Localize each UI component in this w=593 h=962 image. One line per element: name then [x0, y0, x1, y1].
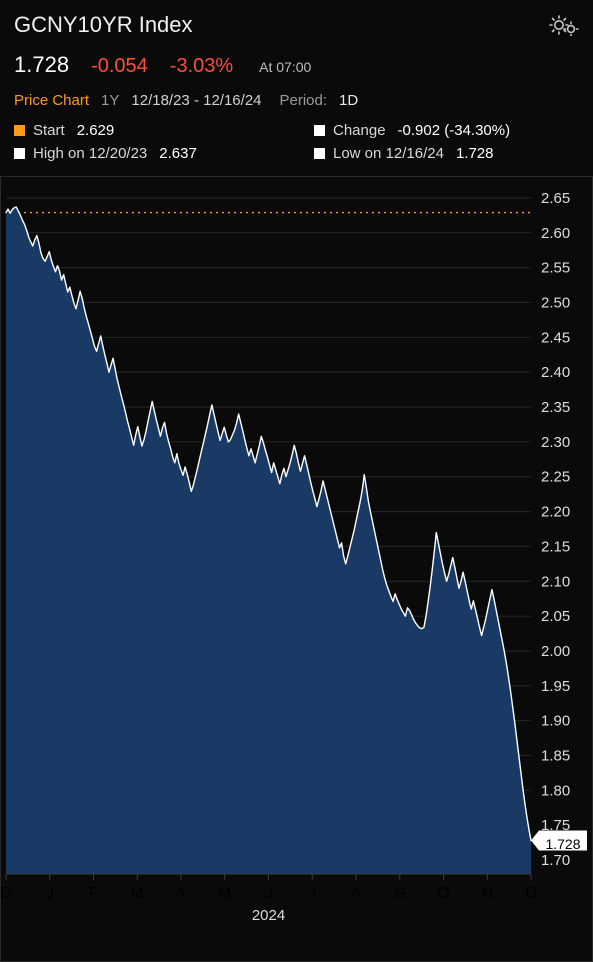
svg-text:J: J [308, 885, 316, 902]
svg-text:2.15: 2.15 [541, 538, 570, 555]
swatch-low [314, 148, 325, 159]
svg-text:2.30: 2.30 [541, 434, 570, 451]
svg-text:2.05: 2.05 [541, 608, 570, 625]
svg-text:J: J [46, 885, 54, 902]
svg-text:2.10: 2.10 [541, 573, 570, 590]
svg-text:2.55: 2.55 [541, 260, 570, 277]
legend-start-value: 2.629 [77, 122, 115, 139]
svg-text:2.35: 2.35 [541, 399, 570, 416]
svg-text:2.40: 2.40 [541, 364, 570, 381]
chart-svg: 1.701.751.801.851.901.952.002.052.102.15… [0, 176, 593, 962]
swatch-start [14, 125, 25, 136]
svg-text:D: D [525, 885, 537, 902]
chart[interactable]: 1.701.751.801.851.901.952.002.052.102.15… [0, 176, 593, 962]
svg-text:J: J [265, 885, 273, 902]
legend-start: Start 2.629 [14, 119, 314, 142]
svg-text:2.45: 2.45 [541, 329, 570, 346]
period-label: Period: [280, 92, 328, 109]
quote-row: 1.728 -0.054 -3.03% At 07:00 [14, 52, 579, 78]
legend-start-label: Start [33, 122, 65, 139]
settings-icon[interactable] [549, 14, 579, 36]
legend-change-label: Change [333, 122, 386, 139]
svg-text:F: F [89, 885, 99, 902]
svg-text:D: D [0, 885, 12, 902]
ticker-title: GCNY10YR Index [14, 12, 579, 38]
legend-high: High on 12/20/23 2.637 [14, 142, 314, 165]
svg-text:2024: 2024 [252, 907, 285, 924]
svg-text:2.60: 2.60 [541, 225, 570, 242]
legend-low-label: Low on 12/16/24 [333, 145, 444, 162]
meta-row: Price Chart 1Y 12/18/23 - 12/16/24 Perio… [14, 92, 579, 109]
svg-text:1.80: 1.80 [541, 782, 570, 799]
svg-text:2.65: 2.65 [541, 190, 570, 207]
svg-text:M: M [131, 885, 144, 902]
legend: Start 2.629 Change -0.902 (-34.30%) High… [14, 119, 579, 165]
terminal-panel: GCNY10YR Index 1.728 -0.054 -3.03% At 07… [0, 0, 593, 962]
svg-text:A: A [351, 885, 362, 902]
legend-high-label: High on 12/20/23 [33, 145, 147, 162]
timestamp: At 07:00 [259, 59, 311, 75]
legend-change: Change -0.902 (-34.30%) [314, 119, 510, 142]
svg-text:2.20: 2.20 [541, 504, 570, 521]
svg-text:2.00: 2.00 [541, 643, 570, 660]
legend-low: Low on 12/16/24 1.728 [314, 142, 493, 165]
svg-text:1.728: 1.728 [545, 836, 580, 852]
svg-text:2.25: 2.25 [541, 469, 570, 486]
swatch-high [14, 148, 25, 159]
meta-range: 12/18/23 - 12/16/24 [131, 92, 261, 109]
svg-text:O: O [437, 885, 449, 902]
legend-low-value: 1.728 [456, 145, 494, 162]
svg-text:1.85: 1.85 [541, 748, 570, 765]
svg-text:S: S [394, 885, 405, 902]
period-value[interactable]: 1D [339, 92, 358, 109]
header: GCNY10YR Index 1.728 -0.054 -3.03% At 07… [0, 0, 593, 171]
change-abs: -0.054 [91, 55, 148, 78]
legend-high-value: 2.637 [159, 145, 197, 162]
svg-text:2.50: 2.50 [541, 294, 570, 311]
svg-text:1.90: 1.90 [541, 713, 570, 730]
swatch-change [314, 125, 325, 136]
svg-text:1.70: 1.70 [541, 852, 570, 869]
svg-text:1.95: 1.95 [541, 678, 570, 695]
meta-timeframe[interactable]: 1Y [101, 92, 119, 109]
svg-text:M: M [218, 885, 231, 902]
last-price: 1.728 [14, 52, 69, 78]
change-pct: -3.03% [170, 55, 233, 78]
svg-text:N: N [481, 885, 493, 902]
svg-text:A: A [176, 885, 187, 902]
legend-change-value: -0.902 (-34.30%) [398, 122, 511, 139]
meta-label: Price Chart [14, 92, 89, 109]
